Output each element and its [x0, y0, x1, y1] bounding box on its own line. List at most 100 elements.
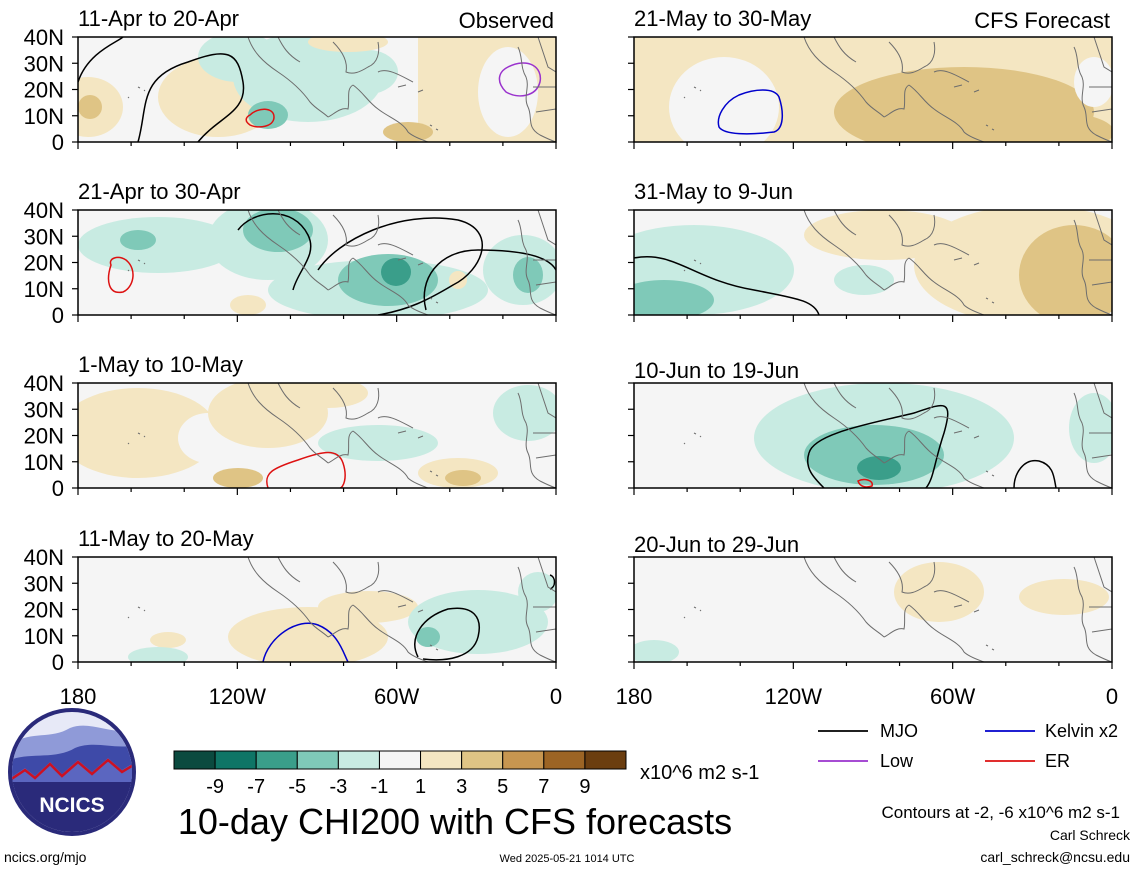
coast-path	[247, 383, 329, 464]
lat-label: 10N	[24, 277, 64, 302]
coastline	[683, 557, 1112, 662]
lon-label: 120W	[209, 684, 267, 709]
coast-path	[683, 606, 995, 651]
colorbar-tick-label: 3	[456, 776, 467, 798]
colorbar-swatch	[378, 750, 422, 770]
lat-label: 30N	[24, 397, 64, 422]
coast-path	[533, 557, 556, 633]
panel-title-4: 11-May to 20-May	[78, 526, 254, 551]
colorbar-swatch	[214, 750, 257, 770]
coast-path	[332, 41, 380, 74]
map-panel-forecast-2	[634, 210, 1112, 315]
coast-path	[332, 214, 380, 247]
coast-path	[933, 590, 980, 613]
coast-path	[683, 432, 995, 477]
map-panel-observed-2	[78, 210, 556, 315]
lat-label: 0	[52, 650, 64, 675]
lat-label: 40N	[24, 198, 64, 223]
coast-path	[803, 37, 885, 118]
colorbar-swatch	[584, 750, 627, 770]
lon-label: 120W	[765, 684, 823, 709]
colorbar-swatch	[461, 750, 504, 770]
contours-note: Contours at -2, -6 x10^6 m2 s-1	[881, 803, 1120, 822]
colorbar-swatch	[420, 750, 463, 770]
coast-path	[833, 37, 910, 118]
figure-title: 10-day CHI200 with CFS forecasts	[178, 801, 732, 842]
coast-path	[1089, 37, 1112, 113]
latitude-labels: 40N30N20N10N040N30N20N10N040N30N20N10N04…	[24, 25, 64, 675]
colorbar: -9 -7 -5 -3 -1 1 3 5 7 9	[173, 750, 627, 798]
coast-path	[247, 210, 329, 291]
lat-label: 20N	[24, 78, 64, 103]
coast-path	[247, 557, 329, 638]
coast-path	[933, 416, 980, 439]
map-panel-observed-1	[78, 37, 556, 142]
lon-label: 0	[1106, 684, 1118, 709]
coast-path	[1089, 210, 1112, 286]
forecast-label: CFS Forecast	[974, 8, 1110, 33]
panel-title-2: 21-Apr to 30-Apr	[78, 179, 241, 204]
coast-path	[833, 210, 910, 291]
panel-title-5: 21-May to 30-May	[634, 6, 811, 31]
coast-path	[352, 257, 429, 315]
legend-label-low: Low	[880, 751, 914, 771]
coast-path	[803, 210, 885, 291]
colorbar-swatch	[337, 750, 380, 770]
coast-path	[1073, 46, 1112, 142]
longitude-labels: 180 120W 60W 0 180 120W 60W 0	[60, 684, 1118, 709]
legend-label-er: ER	[1045, 751, 1070, 771]
coast-path	[517, 566, 556, 662]
colorbar-swatch	[296, 750, 339, 770]
coast-path	[517, 219, 556, 315]
lat-label: 40N	[24, 371, 64, 396]
lat-label: 40N	[24, 545, 64, 570]
coast-path	[1089, 557, 1112, 633]
author-name: Carl Schreck	[1050, 827, 1131, 843]
coastline	[683, 37, 1112, 142]
panel-title-6: 31-May to 9-Jun	[634, 179, 793, 204]
coast-path	[1073, 392, 1112, 488]
coast-path	[908, 84, 985, 142]
map-panel-observed-4	[78, 557, 556, 662]
coast-path	[332, 561, 380, 594]
coast-path	[888, 41, 936, 74]
axis-ticks	[72, 36, 1113, 669]
map-panel-observed-3	[78, 383, 556, 488]
coast-path	[277, 210, 354, 291]
colorbar-tick-label: 7	[538, 776, 549, 798]
colorbar-swatch	[543, 750, 586, 770]
lat-label: 0	[52, 130, 64, 155]
coast-path	[1073, 566, 1112, 662]
colorbar-units: x10^6 m2 s-1	[640, 762, 759, 784]
site-url[interactable]: ncics.org/mjo	[4, 849, 87, 865]
panel-title-3: 1-May to 10-May	[78, 352, 243, 377]
coast-path	[888, 387, 936, 420]
coast-path	[127, 259, 439, 304]
lat-label: 0	[52, 476, 64, 501]
observed-label: Observed	[459, 8, 554, 33]
legend: MJO Kelvin x2 Low ER	[818, 721, 1118, 771]
lon-label: 60W	[374, 684, 419, 709]
ncics-logo: NCICS	[8, 708, 136, 836]
colorbar-tick-label: -3	[329, 776, 347, 798]
lat-label: 20N	[24, 424, 64, 449]
coast-path	[517, 392, 556, 488]
coast-path	[377, 70, 424, 93]
coast-path	[683, 259, 995, 304]
colorbar-tick-label: 1	[415, 776, 426, 798]
coast-path	[1073, 219, 1112, 315]
coast-path	[352, 430, 429, 488]
lat-label: 40N	[24, 25, 64, 50]
coast-path	[277, 37, 354, 118]
coast-path	[332, 387, 380, 420]
lat-label: 30N	[24, 51, 64, 76]
coast-path	[803, 383, 885, 464]
panel-title-1: 11-Apr to 20-Apr	[78, 6, 239, 31]
colorbar-swatch	[502, 750, 545, 770]
lat-label: 20N	[24, 251, 64, 276]
coast-path	[352, 604, 429, 662]
coast-path	[1089, 383, 1112, 459]
coastline	[127, 383, 556, 488]
coast-path	[377, 416, 424, 439]
lat-label: 20N	[24, 598, 64, 623]
